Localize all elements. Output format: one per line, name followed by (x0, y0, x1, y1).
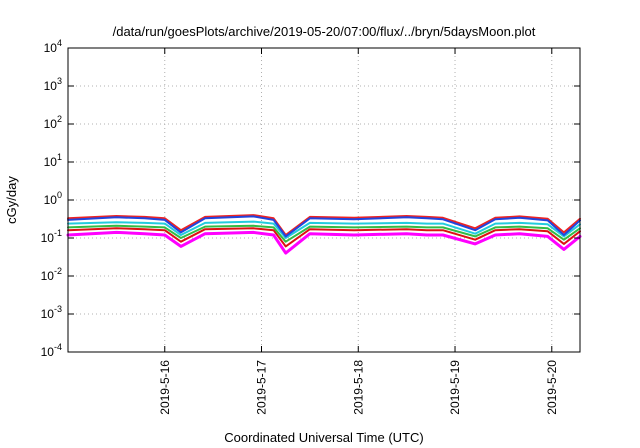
x-tick-label: 2019-5-17 (255, 360, 269, 415)
series-line (67, 227, 581, 248)
y-tick-label: 101 (44, 152, 62, 169)
y-tick-label: 10-1 (41, 228, 62, 245)
y-tick-label: 102 (44, 114, 62, 131)
series-line (67, 214, 581, 236)
series-line (67, 215, 581, 238)
series-line (67, 220, 581, 239)
x-axis-label: Coordinated Universal Time (UTC) (224, 430, 423, 445)
y-tick-label: 10-3 (41, 304, 62, 321)
y-tick-label: 100 (44, 190, 62, 207)
series-group (66, 214, 582, 255)
y-axis-label: cGy/day (4, 176, 19, 224)
x-tick-label: 2019-5-18 (351, 360, 365, 415)
y-tick-label: 103 (44, 76, 62, 93)
grid (68, 48, 580, 352)
series-line (66, 230, 582, 255)
x-axis: 2019-5-16 2019-5-17 2019-5-18 2019-5-19 2019… (158, 48, 559, 415)
x-tick-label: 2019-5-20 (545, 360, 559, 415)
y-tick-label: 10-2 (41, 266, 62, 283)
x-tick-label: 2019-5-16 (158, 360, 172, 415)
series-line (67, 224, 581, 243)
y-tick-label: 104 (44, 38, 62, 55)
x-tick-label: 2019-5-19 (448, 360, 462, 415)
chart-title: /data/run/goesPlots/archive/2019-05-20/0… (113, 24, 536, 39)
y-axis: 10-4 10-3 10-2 10-1 100 101 102 103 104 (41, 38, 580, 359)
y-tick-label: 10-4 (41, 342, 62, 359)
